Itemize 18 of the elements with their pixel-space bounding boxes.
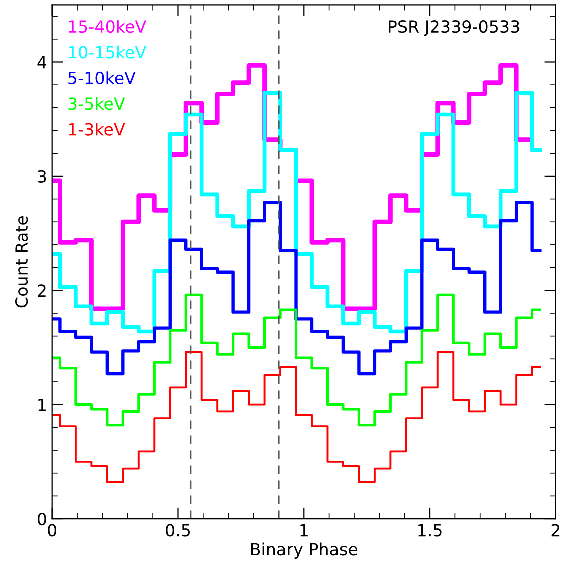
y-tick-label: 0 — [38, 513, 46, 526]
annotation: PSR J2339-0533 — [389, 20, 520, 36]
y-tick-label: 2 — [38, 284, 46, 297]
x-tick-label: 0 — [48, 524, 57, 537]
text: 10-15keV — [69, 46, 146, 59]
y-tick-label: 1 — [38, 399, 46, 412]
x-tick-label: 1.5 — [418, 524, 442, 537]
text: 15-40keV — [69, 20, 146, 34]
x-tick-label: 0.5 — [166, 524, 190, 537]
x-tick-label: 1 — [300, 524, 308, 537]
y-tick-label: 4 — [38, 56, 47, 69]
text: 3-5keV — [68, 97, 126, 110]
text: 1-3keV — [69, 122, 126, 136]
x-tick-label: 2 — [552, 524, 560, 537]
x-axis-title: Binary Phase — [251, 542, 358, 559]
text: 5-10keV — [68, 72, 136, 84]
y-tick-label: 3 — [38, 170, 46, 184]
y-axis-title: Count Rate — [15, 216, 28, 308]
